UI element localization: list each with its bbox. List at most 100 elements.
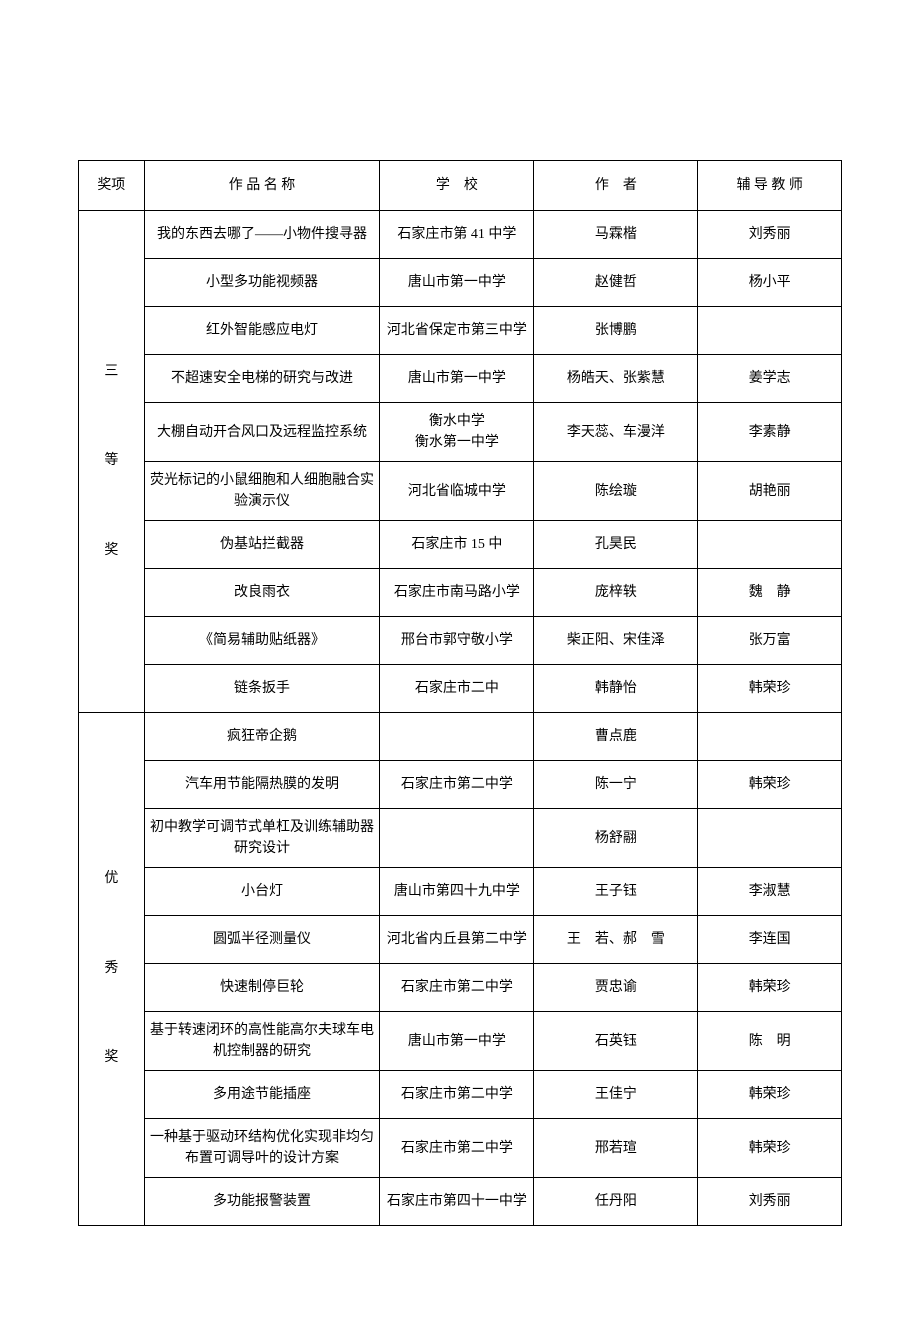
author-cell: 韩静怡 bbox=[534, 665, 698, 713]
school-cell: 唐山市第一中学 bbox=[380, 355, 534, 403]
header-name: 作 品 名 称 bbox=[144, 161, 380, 211]
school-cell: 河北省内丘县第二中学 bbox=[380, 916, 534, 964]
school-cell: 唐山市第四十九中学 bbox=[380, 868, 534, 916]
author-cell: 陈绘璇 bbox=[534, 462, 698, 521]
school-cell: 石家庄市第二中学 bbox=[380, 761, 534, 809]
author-cell: 杨皓天、张紫慧 bbox=[534, 355, 698, 403]
school-cell: 石家庄市第 41 中学 bbox=[380, 211, 534, 259]
teacher-cell: 刘秀丽 bbox=[698, 211, 842, 259]
author-cell: 邢若瑄 bbox=[534, 1119, 698, 1178]
table-row: 一种基于驱动环结构优化实现非均匀布置可调导叶的设计方案石家庄市第二中学邢若瑄韩荣… bbox=[79, 1119, 842, 1178]
teacher-cell: 胡艳丽 bbox=[698, 462, 842, 521]
header-school: 学 校 bbox=[380, 161, 534, 211]
table-row: 链条扳手石家庄市二中韩静怡韩荣珍 bbox=[79, 665, 842, 713]
school-cell: 石家庄市第二中学 bbox=[380, 1071, 534, 1119]
school-cell: 石家庄市二中 bbox=[380, 665, 534, 713]
table-row: 多功能报警装置石家庄市第四十一中学任丹阳刘秀丽 bbox=[79, 1178, 842, 1226]
awards-table: 奖项 作 品 名 称 学 校 作 者 辅 导 教 师 三等奖我的东西去哪了——小… bbox=[78, 160, 842, 1226]
header-award: 奖项 bbox=[79, 161, 145, 211]
name-cell: 不超速安全电梯的研究与改进 bbox=[144, 355, 380, 403]
table-row: 小型多功能视频器唐山市第一中学赵健哲杨小平 bbox=[79, 259, 842, 307]
header-author: 作 者 bbox=[534, 161, 698, 211]
school-cell: 石家庄市第四十一中学 bbox=[380, 1178, 534, 1226]
teacher-cell: 李淑慧 bbox=[698, 868, 842, 916]
teacher-cell: 韩荣珍 bbox=[698, 1119, 842, 1178]
school-cell bbox=[380, 713, 534, 761]
table-row: 伪基站拦截器石家庄市 15 中孔昊民 bbox=[79, 521, 842, 569]
author-cell: 赵健哲 bbox=[534, 259, 698, 307]
name-cell: 小台灯 bbox=[144, 868, 380, 916]
table-row: 小台灯唐山市第四十九中学王子钰李淑慧 bbox=[79, 868, 842, 916]
table-row: 快速制停巨轮石家庄市第二中学贾忠谕韩荣珍 bbox=[79, 964, 842, 1012]
table-row: 优秀奖疯狂帝企鹅曹点鹿 bbox=[79, 713, 842, 761]
name-cell: 多功能报警装置 bbox=[144, 1178, 380, 1226]
table-row: 圆弧半径测量仪河北省内丘县第二中学王 若、郝 雪李连国 bbox=[79, 916, 842, 964]
teacher-cell: 张万富 bbox=[698, 617, 842, 665]
teacher-cell: 韩荣珍 bbox=[698, 761, 842, 809]
teacher-cell: 魏 静 bbox=[698, 569, 842, 617]
school-cell: 邢台市郭守敬小学 bbox=[380, 617, 534, 665]
school-cell bbox=[380, 809, 534, 868]
table-row: 《简易辅助贴纸器》邢台市郭守敬小学柴正阳、宋佳泽张万富 bbox=[79, 617, 842, 665]
teacher-cell: 韩荣珍 bbox=[698, 1071, 842, 1119]
author-cell: 柴正阳、宋佳泽 bbox=[534, 617, 698, 665]
author-cell: 李天蕊、车漫洋 bbox=[534, 403, 698, 462]
name-cell: 疯狂帝企鹅 bbox=[144, 713, 380, 761]
table-row: 荧光标记的小鼠细胞和人细胞融合实验演示仪河北省临城中学陈绘璇胡艳丽 bbox=[79, 462, 842, 521]
author-cell: 贾忠谕 bbox=[534, 964, 698, 1012]
author-cell: 杨舒翮 bbox=[534, 809, 698, 868]
author-cell: 任丹阳 bbox=[534, 1178, 698, 1226]
name-cell: 改良雨衣 bbox=[144, 569, 380, 617]
teacher-cell: 李素静 bbox=[698, 403, 842, 462]
table-body: 三等奖我的东西去哪了——小物件搜寻器石家庄市第 41 中学马霖楷刘秀丽小型多功能… bbox=[79, 211, 842, 1226]
name-cell: 快速制停巨轮 bbox=[144, 964, 380, 1012]
name-cell: 《简易辅助贴纸器》 bbox=[144, 617, 380, 665]
name-cell: 基于转速闭环的高性能高尔夫球车电机控制器的研究 bbox=[144, 1012, 380, 1071]
name-cell: 初中教学可调节式单杠及训练辅助器研究设计 bbox=[144, 809, 380, 868]
author-cell: 王佳宁 bbox=[534, 1071, 698, 1119]
table-row: 基于转速闭环的高性能高尔夫球车电机控制器的研究唐山市第一中学石英钰陈 明 bbox=[79, 1012, 842, 1071]
table-header-row: 奖项 作 品 名 称 学 校 作 者 辅 导 教 师 bbox=[79, 161, 842, 211]
header-teacher: 辅 导 教 师 bbox=[698, 161, 842, 211]
teacher-cell bbox=[698, 307, 842, 355]
name-cell: 多用途节能插座 bbox=[144, 1071, 380, 1119]
author-cell: 张博鹏 bbox=[534, 307, 698, 355]
teacher-cell: 韩荣珍 bbox=[698, 964, 842, 1012]
table-row: 红外智能感应电灯河北省保定市第三中学张博鹏 bbox=[79, 307, 842, 355]
name-cell: 汽车用节能隔热膜的发明 bbox=[144, 761, 380, 809]
name-cell: 小型多功能视频器 bbox=[144, 259, 380, 307]
school-cell: 石家庄市 15 中 bbox=[380, 521, 534, 569]
name-cell: 大棚自动开合风口及远程监控系统 bbox=[144, 403, 380, 462]
teacher-cell: 杨小平 bbox=[698, 259, 842, 307]
table-row: 汽车用节能隔热膜的发明石家庄市第二中学陈一宁韩荣珍 bbox=[79, 761, 842, 809]
school-cell: 河北省临城中学 bbox=[380, 462, 534, 521]
table-row: 大棚自动开合风口及远程监控系统衡水中学衡水第一中学李天蕊、车漫洋李素静 bbox=[79, 403, 842, 462]
teacher-cell bbox=[698, 521, 842, 569]
author-cell: 王子钰 bbox=[534, 868, 698, 916]
school-cell: 石家庄市第二中学 bbox=[380, 1119, 534, 1178]
teacher-cell bbox=[698, 713, 842, 761]
table-row: 三等奖我的东西去哪了——小物件搜寻器石家庄市第 41 中学马霖楷刘秀丽 bbox=[79, 211, 842, 259]
school-cell: 唐山市第一中学 bbox=[380, 1012, 534, 1071]
teacher-cell: 韩荣珍 bbox=[698, 665, 842, 713]
name-cell: 我的东西去哪了——小物件搜寻器 bbox=[144, 211, 380, 259]
name-cell: 一种基于驱动环结构优化实现非均匀布置可调导叶的设计方案 bbox=[144, 1119, 380, 1178]
author-cell: 孔昊民 bbox=[534, 521, 698, 569]
name-cell: 红外智能感应电灯 bbox=[144, 307, 380, 355]
table-row: 不超速安全电梯的研究与改进唐山市第一中学杨皓天、张紫慧姜学志 bbox=[79, 355, 842, 403]
name-cell: 荧光标记的小鼠细胞和人细胞融合实验演示仪 bbox=[144, 462, 380, 521]
name-cell: 伪基站拦截器 bbox=[144, 521, 380, 569]
award-cell: 三等奖 bbox=[79, 211, 145, 713]
author-cell: 庞梓轶 bbox=[534, 569, 698, 617]
name-cell: 链条扳手 bbox=[144, 665, 380, 713]
school-cell: 唐山市第一中学 bbox=[380, 259, 534, 307]
school-cell: 石家庄市南马路小学 bbox=[380, 569, 534, 617]
teacher-cell bbox=[698, 809, 842, 868]
school-cell: 石家庄市第二中学 bbox=[380, 964, 534, 1012]
teacher-cell: 刘秀丽 bbox=[698, 1178, 842, 1226]
teacher-cell: 李连国 bbox=[698, 916, 842, 964]
author-cell: 曹点鹿 bbox=[534, 713, 698, 761]
table-row: 初中教学可调节式单杠及训练辅助器研究设计 杨舒翮 bbox=[79, 809, 842, 868]
table-row: 多用途节能插座石家庄市第二中学王佳宁韩荣珍 bbox=[79, 1071, 842, 1119]
school-cell: 衡水中学衡水第一中学 bbox=[380, 403, 534, 462]
